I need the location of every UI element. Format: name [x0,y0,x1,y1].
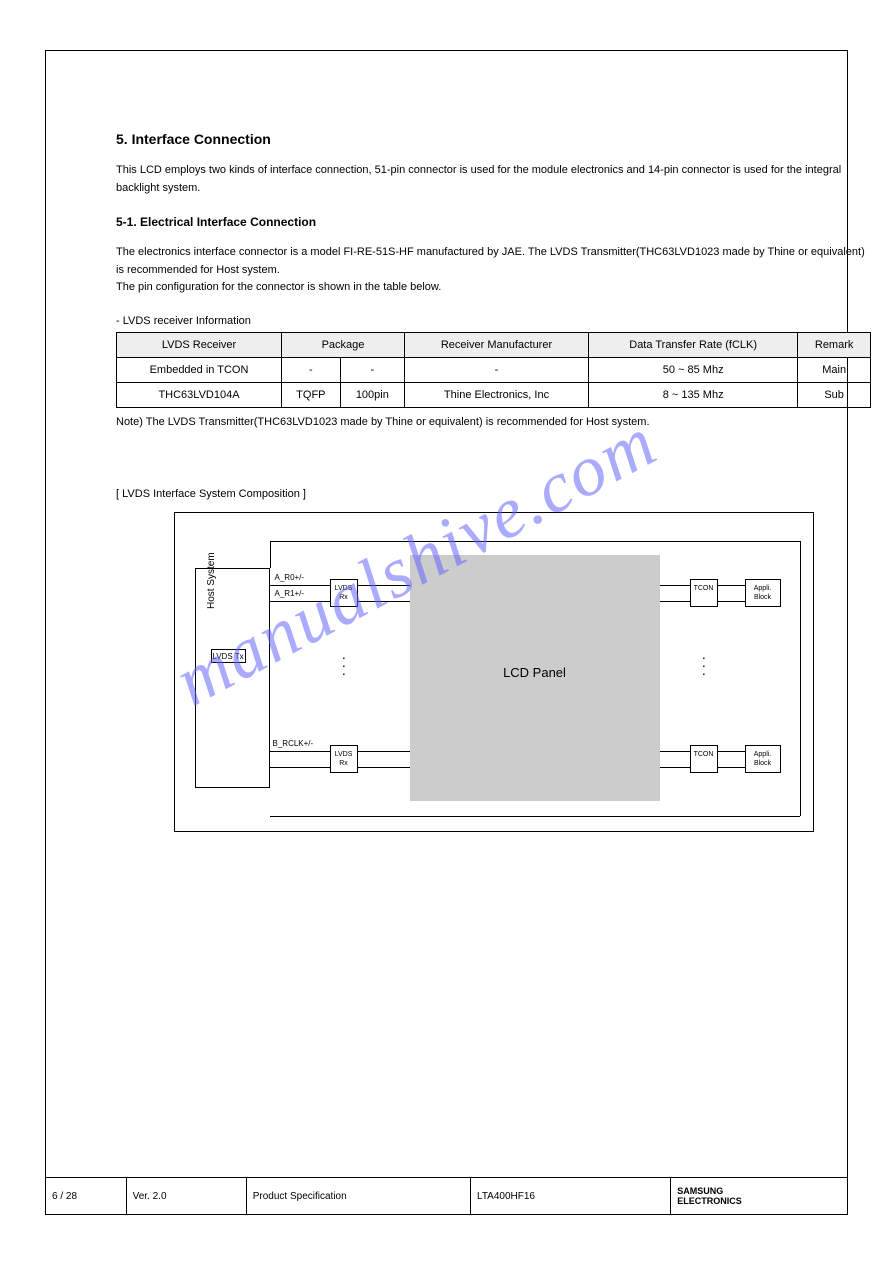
table-cell: - [340,357,404,382]
table-cell: 8 ~ 135 Mhz [589,382,798,407]
diagram-line [270,751,330,752]
footer-page: 6 / 28 [46,1178,126,1215]
diagram-line [270,816,800,817]
diagram-line [660,601,690,602]
diagram-dots: ··· [342,653,347,677]
host-box: Host System LVDS Tx [195,568,270,788]
table-cell: Thine Electronics, Inc [405,382,589,407]
table-header: Package [282,332,405,357]
app-box: Appli. Block [745,745,781,773]
footer: 6 / 28 Ver. 2.0 Product Specification LT… [46,1177,847,1214]
table-row: Embedded in TCON - - - 50 ~ 85 Mhz Main [117,357,871,382]
table-cell: - [405,357,589,382]
signal-label: B_RCLK+/- [273,739,314,748]
diagram-line [358,751,410,752]
table-cell: Sub [798,382,871,407]
table-cell: Embedded in TCON [117,357,282,382]
tcon-box: TCON [690,745,718,773]
diagram-dots: ··· [702,653,707,677]
section-title: 5. Interface Connection [116,131,871,147]
table-row: THC63LVD104A TQFP 100pin Thine Electroni… [117,382,871,407]
app-box: Appli. Block [745,579,781,607]
lvds-rx-box: LVDS Rx [330,579,358,607]
table-cell: Main [798,357,871,382]
diagram-line [270,541,271,568]
diagram-line [660,767,690,768]
signal-label: A_R1+/- [275,589,305,598]
diagram-line [270,585,330,586]
diagram-line [718,585,745,586]
table-cell: THC63LVD104A [117,382,282,407]
diagram-line [270,767,330,768]
table-title: - LVDS receiver Information [116,315,871,327]
table-cell: - [282,357,341,382]
diagram: Host System LVDS Tx A_R0+/- A_R1+/- B_RC… [174,512,814,832]
signal-label: A_R0+/- [275,573,305,582]
diagram-line [358,767,410,768]
diagram-line [358,601,410,602]
figure-title: [ LVDS Interface System Composition ] [116,488,871,500]
footer-doc-title: Product Specification [246,1178,470,1215]
host-label: Host System [206,552,217,609]
diagram-line [718,601,745,602]
table-cell: 50 ~ 85 Mhz [589,357,798,382]
panel-box: LCD Panel [410,555,660,801]
table-header: Remark [798,332,871,357]
diagram-line [660,751,690,752]
table-cell: 100pin [340,382,404,407]
note-text: Note) The LVDS Transmitter(THC63LVD1023 … [116,416,871,428]
table-header: Data Transfer Rate (fCLK) [589,332,798,357]
tcon-box: TCON [690,579,718,607]
footer-version: Ver. 2.0 [126,1178,246,1215]
diagram-line [358,585,410,586]
diagram-line [800,541,801,816]
footer-company: SAMSUNG ELECTRONICS [671,1178,847,1215]
lvds-text: The electronics interface connector is a… [116,244,871,297]
lvds-receiver-table: LVDS Receiver Package Receiver Manufactu… [116,332,871,408]
diagram-line [270,601,330,602]
footer-model: LTA400HF16 [471,1178,671,1215]
diagram-line [660,585,690,586]
table-header: LVDS Receiver [117,332,282,357]
lvds-rx-box: LVDS Rx [330,745,358,773]
diagram-line [270,541,800,542]
host-badge: LVDS Tx [211,649,246,663]
intro-text: This LCD employs two kinds of interface … [116,162,871,197]
table-header: Receiver Manufacturer [405,332,589,357]
subsection-title: 5-1. Electrical Interface Connection [116,215,871,229]
diagram-line [718,751,745,752]
table-cell: TQFP [282,382,341,407]
diagram-line [718,767,745,768]
